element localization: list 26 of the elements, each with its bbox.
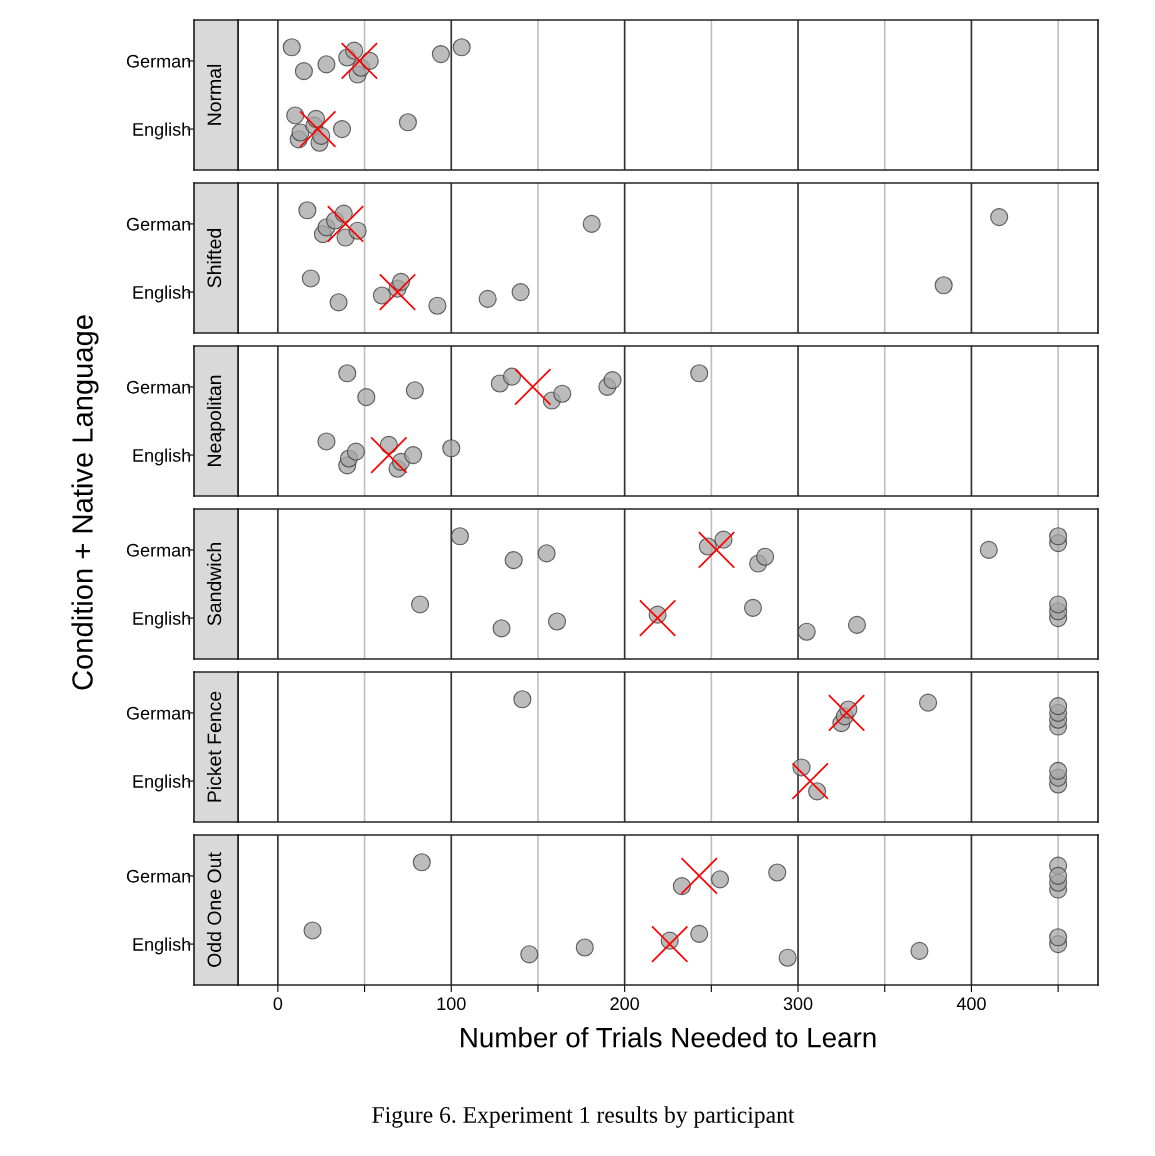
text: Normal [206, 64, 222, 125]
y-tick-label: German [126, 706, 191, 720]
y-tick-label: English [133, 937, 191, 955]
text: Picket Fence [206, 691, 222, 802]
y-tick-label: English [133, 285, 191, 303]
y-axis-title: Condition + Native Language [71, 315, 99, 690]
y-tick-label: German [126, 869, 191, 883]
y-tick-label: English [133, 611, 191, 629]
y-tick-label: German [126, 217, 191, 231]
x-tick-label: 0 [273, 997, 283, 1011]
x-tick-label: 300 [783, 997, 813, 1011]
y-tick-label: English [133, 122, 191, 140]
text: Neapolitan [206, 375, 226, 466]
text: Odd One Out [206, 852, 222, 967]
caption: Figure 6. Experiment 1 results by participant [372, 1106, 795, 1128]
y-tick-label: German [126, 543, 191, 557]
y-tick-label: English [133, 774, 191, 792]
x-tick-label: 400 [956, 997, 986, 1011]
x-tick-label: 200 [610, 997, 640, 1011]
y-tick-label: German [126, 380, 191, 394]
x-axis-title: Number of Trials Needed to Learn [461, 1027, 876, 1048]
y-tick-label: English [133, 448, 191, 466]
text: Shifted [206, 228, 222, 288]
y-tick-label: German [126, 54, 191, 68]
x-tick-label: 100 [437, 997, 466, 1011]
text: Sandwich [206, 543, 222, 626]
